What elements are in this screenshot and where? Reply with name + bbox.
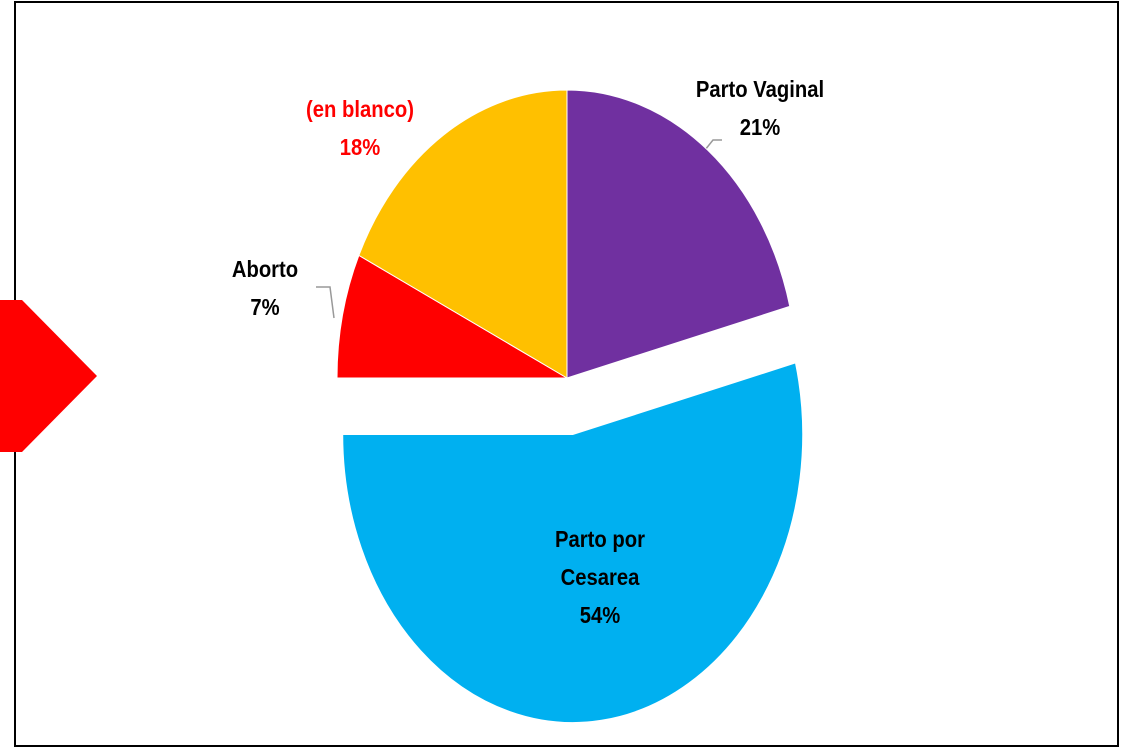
value-label: 54% xyxy=(579,602,621,628)
category-label: Aborto xyxy=(231,256,299,282)
category-label: Parto por Cesarea xyxy=(555,526,645,590)
pie-slice xyxy=(336,254,569,379)
pie-slice xyxy=(566,89,791,379)
data-label: Parto por Cesarea 54% xyxy=(538,520,661,634)
pie-slice xyxy=(342,362,804,723)
data-label: (en blanco) 18% xyxy=(281,90,439,166)
value-label: 18% xyxy=(339,134,381,160)
value-label: 21% xyxy=(739,114,781,140)
data-label: Aborto 7% xyxy=(199,250,331,326)
slices xyxy=(336,89,804,723)
leader-line xyxy=(316,286,335,319)
category-label: Parto Vaginal xyxy=(695,76,825,102)
arrow xyxy=(0,300,97,452)
category-label: (en blanco) xyxy=(306,96,414,122)
data-label: Parto Vaginal 21% xyxy=(672,70,848,146)
leader-line xyxy=(704,139,722,151)
pie-slice xyxy=(358,89,568,379)
value-label: 7% xyxy=(250,294,280,320)
